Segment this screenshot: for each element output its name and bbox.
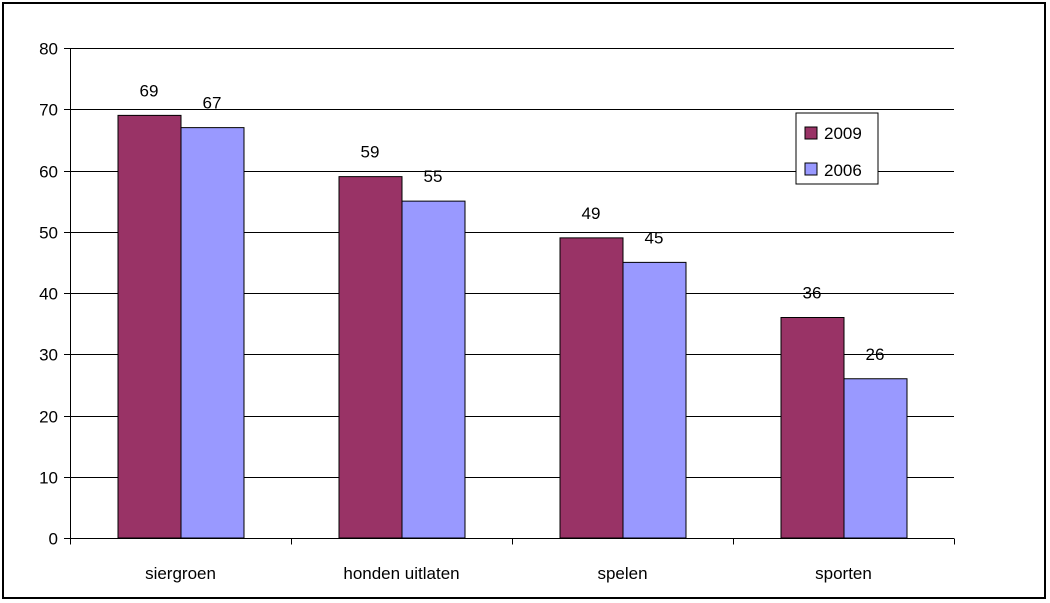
x-tick-label: siergroen xyxy=(145,564,216,583)
bar-2006 xyxy=(401,200,466,539)
data-labels: 69 67 59 55 49 45 36 26 xyxy=(140,81,885,363)
bar-2006 xyxy=(180,127,245,539)
data-label: 26 xyxy=(866,345,885,364)
legend-label-2006: 2006 xyxy=(824,161,862,180)
axes: 0 10 20 30 40 50 60 70 80 siergroen honden uitlate… xyxy=(39,40,955,583)
bar-2006 xyxy=(843,378,908,539)
legend-swatch-2006 xyxy=(804,162,818,176)
y-tick-label: 0 xyxy=(49,530,58,549)
data-label: 67 xyxy=(203,94,222,113)
data-label: 55 xyxy=(424,167,443,186)
bars xyxy=(117,114,908,539)
x-tick-label: spelen xyxy=(597,564,647,583)
legend-swatch-2009 xyxy=(804,126,818,140)
x-tick-label: honden uitlaten xyxy=(343,564,459,583)
bar-2006 xyxy=(622,261,687,539)
data-label: 59 xyxy=(361,143,380,162)
bar-2009 xyxy=(780,317,845,539)
bar-2009 xyxy=(559,237,624,539)
data-label: 69 xyxy=(140,81,159,100)
x-tick-label: sporten xyxy=(815,564,872,583)
data-label: 36 xyxy=(803,284,822,303)
y-tick-label: 40 xyxy=(39,285,58,304)
bar-2009 xyxy=(338,176,403,539)
bar-2009 xyxy=(117,114,182,539)
y-tick-label: 30 xyxy=(39,346,58,365)
y-tick-label: 10 xyxy=(39,469,58,488)
y-tick-label: 60 xyxy=(39,163,58,182)
legend-label-2009: 2009 xyxy=(824,124,862,143)
y-tick-label: 70 xyxy=(39,101,58,120)
y-tick-label: 20 xyxy=(39,408,58,427)
y-tick-label: 80 xyxy=(39,40,58,59)
data-label: 49 xyxy=(582,204,601,223)
y-tick-label: 50 xyxy=(39,224,58,243)
legend: 2009 2006 xyxy=(795,112,879,185)
data-label: 45 xyxy=(645,228,664,247)
